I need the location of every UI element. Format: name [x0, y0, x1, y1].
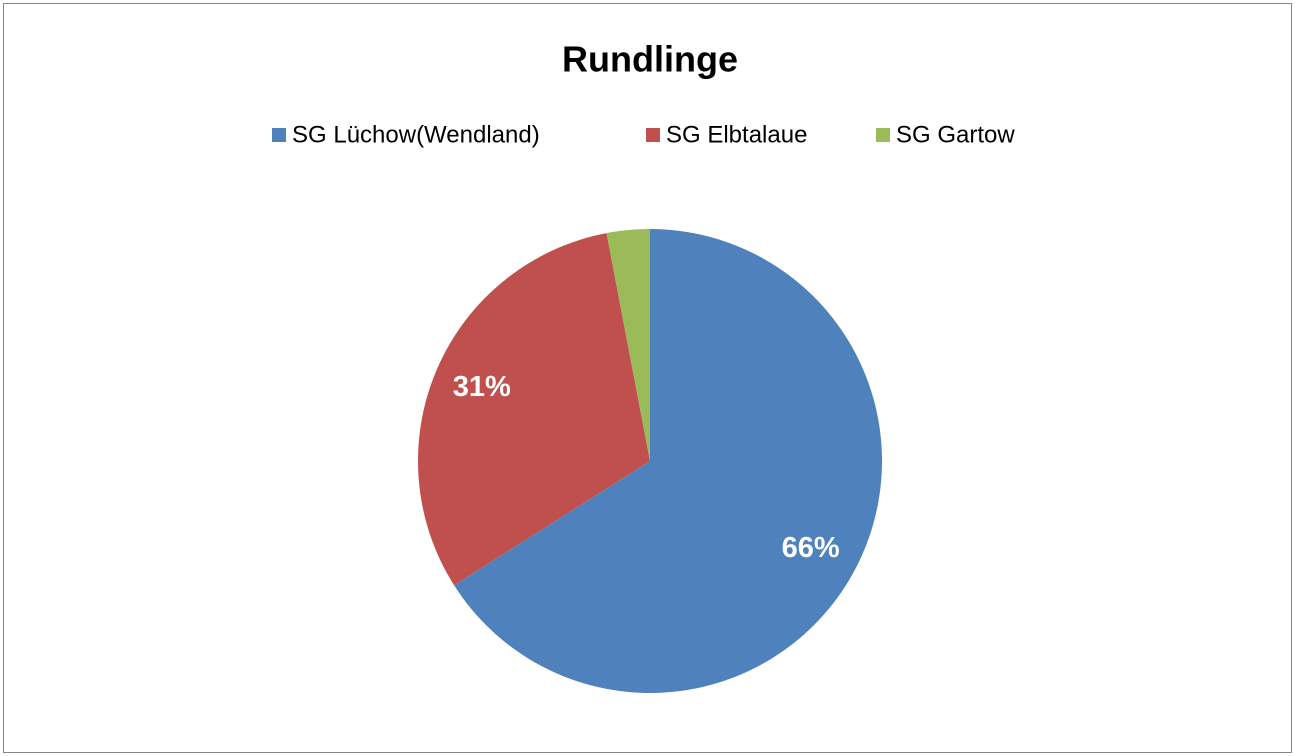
data-label: 31% — [453, 371, 511, 403]
legend-label: SG Lüchow(Wendland) — [292, 121, 540, 148]
legend-label: SG Gartow — [896, 121, 1015, 148]
pie-slice — [606, 229, 650, 461]
data-label: 66% — [782, 532, 840, 564]
legend-swatch — [876, 128, 890, 142]
pie-slice — [418, 233, 650, 586]
pie-slice — [454, 229, 882, 693]
legend-swatch — [646, 128, 660, 142]
legend-label: SG Elbtalaue — [666, 121, 807, 148]
legend-swatch — [272, 128, 286, 142]
chart-title: Rundlinge — [562, 39, 738, 80]
